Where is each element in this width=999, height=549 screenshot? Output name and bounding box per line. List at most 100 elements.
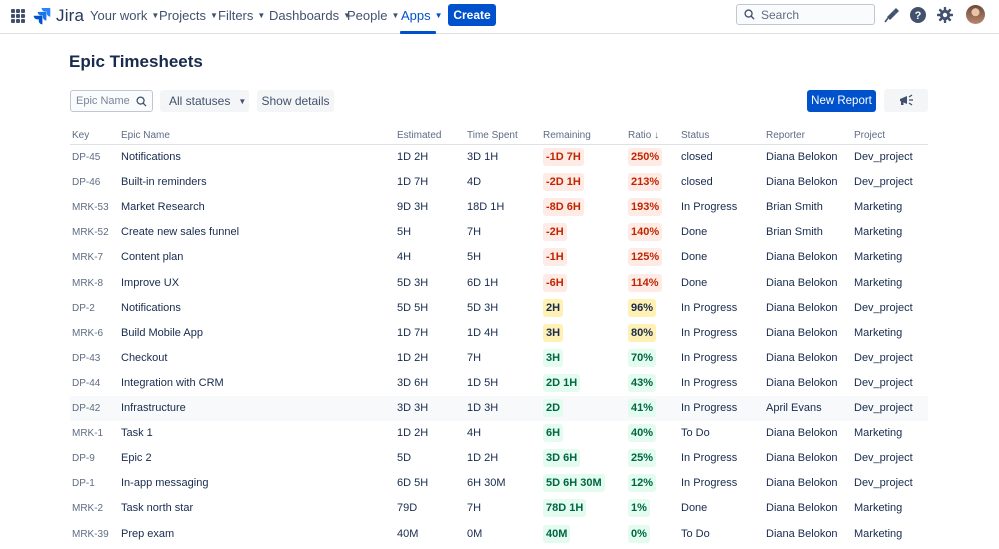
chevron-down-icon: ▼ <box>391 11 400 20</box>
epic-name-link[interactable]: Epic 2 <box>121 452 152 465</box>
status-filter-dropdown[interactable]: All statuses ▼ <box>160 90 249 112</box>
time-spent-cell: 7H <box>467 502 482 515</box>
column-header-ratio[interactable]: Ratio ↓ <box>628 130 660 141</box>
nav-apps[interactable]: Apps ▼ <box>401 8 443 23</box>
table-row[interactable]: DP-44 Integration with CRM 3D 6H 1D 5H 2D 1H… <box>70 371 928 396</box>
column-header-project[interactable]: Project <box>854 130 886 141</box>
remaining-badge: 78D 1H <box>543 499 587 518</box>
remaining-badge: 2D <box>543 399 564 417</box>
page-title: Epic Timesheets <box>69 52 203 71</box>
table-row[interactable]: MRK-8 Improve UX 5D 3H 6D 1H -6H 114% Done Dian… <box>70 271 928 296</box>
epic-name-link[interactable]: Infrastructure <box>121 402 186 414</box>
table-row[interactable]: MRK-53 Market Research 9D 3H 18D 1H -8D 6H 19… <box>70 195 928 220</box>
column-header-time-spent[interactable]: Time Spent <box>467 130 518 141</box>
epic-name-link[interactable]: In-app messaging <box>121 477 209 490</box>
table-row[interactable]: MRK-2 Task north star 79D 7H 78D 1H 1% Done Dia… <box>70 496 928 521</box>
table-row[interactable]: DP-42 Infrastructure 3D 3H 1D 3H 2D 41% In Pro… <box>70 396 928 421</box>
epic-name-link[interactable]: Create new sales funnel <box>121 226 240 239</box>
table-row[interactable]: DP-1 In-app messaging 6D 5H 6H 30M 5D 6H 30M… <box>70 471 928 496</box>
search-input[interactable]: Search <box>736 4 875 25</box>
time-spent-cell: 3D 1H <box>467 151 499 163</box>
filter-placeholder: Epic Name <box>76 95 130 107</box>
nav-your-work[interactable]: Your work ▼ <box>90 8 159 23</box>
reporter-cell: Diana Belokon <box>766 276 838 289</box>
epic-name-link[interactable]: Integration with CRM <box>121 376 224 389</box>
new-report-button[interactable]: New Report <box>807 90 876 112</box>
help-icon[interactable]: ? <box>909 6 927 24</box>
active-nav-indicator <box>400 31 436 34</box>
status-cell: Done <box>681 502 708 515</box>
notifications-icon[interactable] <box>883 6 901 24</box>
epic-key-link[interactable]: DP-46 <box>72 177 101 189</box>
nav-projects[interactable]: Projects ▼ <box>159 8 218 23</box>
epic-name-link[interactable]: Prep exam <box>121 527 175 540</box>
table-row[interactable]: DP-46 Built-in reminders 1D 7H 4D -2D 1H 213%… <box>70 170 928 195</box>
nav-dashboards[interactable]: Dashboards ▼ <box>269 8 351 23</box>
epic-key-link[interactable]: DP-45 <box>72 152 101 163</box>
table-row[interactable]: DP-9 Epic 2 5D 1D 2H 3D 6H 25% In Progress Dian… <box>70 446 928 471</box>
nav-filters[interactable]: Filters ▼ <box>218 8 265 23</box>
epic-key-link[interactable]: MRK-6 <box>72 327 104 339</box>
estimated-cell: 6D 5H <box>397 477 429 490</box>
epic-name-link[interactable]: Task 1 <box>121 427 153 440</box>
epic-key-link[interactable]: MRK-2 <box>72 503 104 515</box>
column-header-reporter[interactable]: Reporter <box>766 130 805 141</box>
table-row[interactable]: MRK-6 Build Mobile App 1D 7H 1D 4H 3H 80% In P… <box>70 321 928 346</box>
epic-key-link[interactable]: MRK-53 <box>72 202 109 214</box>
status-filter-label: All statuses <box>169 94 231 108</box>
epic-key-link[interactable]: DP-9 <box>72 453 95 465</box>
column-header-status[interactable]: Status <box>681 130 710 141</box>
remaining-badge: -6H <box>543 273 567 292</box>
time-spent-cell: 6D 1H <box>467 276 499 289</box>
nav-people[interactable]: People ▼ <box>347 8 399 23</box>
epic-name-link[interactable]: Task north star <box>121 502 194 515</box>
column-header-remaining[interactable]: Remaining <box>543 130 591 141</box>
epic-name-link[interactable]: Improve UX <box>121 276 180 289</box>
table-row[interactable]: MRK-7 Content plan 4H 5H -1H 125% Done Diana Be… <box>70 245 928 270</box>
jira-logo[interactable]: Jira <box>33 6 84 26</box>
epic-key-link[interactable]: MRK-39 <box>72 528 109 540</box>
epic-key-link[interactable]: DP-42 <box>72 403 101 414</box>
epic-key-link[interactable]: MRK-8 <box>72 277 104 289</box>
app-switcher-icon[interactable] <box>11 9 25 23</box>
epic-key-link[interactable]: DP-1 <box>72 478 95 490</box>
nav-label: People <box>347 8 388 23</box>
remaining-badge: 3H <box>543 323 564 342</box>
time-spent-cell: 7H <box>467 351 482 364</box>
estimated-cell: 1D 2H <box>397 427 429 440</box>
table-row[interactable]: MRK-1 Task 1 1D 2H 4H 6H 40% To Do Diana Beloko… <box>70 421 928 446</box>
epic-key-link[interactable]: MRK-52 <box>72 227 109 239</box>
status-cell: In Progress <box>681 351 738 364</box>
project-cell: Dev_project <box>854 376 913 389</box>
epic-name-link[interactable]: Content plan <box>121 251 184 264</box>
create-button[interactable]: Create <box>448 4 496 26</box>
table-row[interactable]: DP-45 Notifications 1D 2H 3D 1H -1D 7H 250% cl… <box>70 145 928 170</box>
time-spent-cell: 1D 3H <box>467 402 499 414</box>
status-cell: closed <box>681 151 713 163</box>
epic-name-link[interactable]: Build Mobile App <box>121 326 203 339</box>
epic-name-filter-input[interactable]: Epic Name <box>70 90 153 112</box>
time-spent-cell: 18D 1H <box>467 201 505 214</box>
settings-gear-icon[interactable] <box>936 6 954 24</box>
epic-name-link[interactable]: Notifications <box>121 301 181 314</box>
epic-key-link[interactable]: MRK-1 <box>72 428 104 440</box>
table-row[interactable]: DP-43 Checkout 1D 2H 7H 3H 70% In Progress Dian… <box>70 346 928 371</box>
table-row[interactable]: MRK-39 Prep exam 40M 0M 40M 0% To Do Diana Belo… <box>70 522 928 547</box>
epic-key-link[interactable]: MRK-7 <box>72 252 104 264</box>
user-avatar[interactable] <box>966 5 985 24</box>
epic-name-link[interactable]: Built-in reminders <box>121 176 207 189</box>
column-header-key[interactable]: Key <box>72 130 90 141</box>
column-header-epic-name[interactable]: Epic Name <box>121 130 170 141</box>
epic-key-link[interactable]: DP-43 <box>72 352 101 364</box>
epic-name-link[interactable]: Notifications <box>121 151 181 163</box>
epic-name-link[interactable]: Market Research <box>121 201 205 214</box>
table-row[interactable]: DP-2 Notifications 5D 5H 5D 3H 2H 96% In Progr… <box>70 296 928 321</box>
megaphone-icon <box>900 93 913 106</box>
megaphone-button[interactable] <box>884 89 928 112</box>
epic-key-link[interactable]: DP-44 <box>72 377 101 389</box>
epic-key-link[interactable]: DP-2 <box>72 302 95 314</box>
column-header-estimated[interactable]: Estimated <box>397 130 442 141</box>
epic-name-link[interactable]: Checkout <box>121 351 168 364</box>
table-row[interactable]: MRK-52 Create new sales funnel 5H 7H -2H 140%… <box>70 220 928 245</box>
show-details-button[interactable]: Show details <box>257 90 334 112</box>
